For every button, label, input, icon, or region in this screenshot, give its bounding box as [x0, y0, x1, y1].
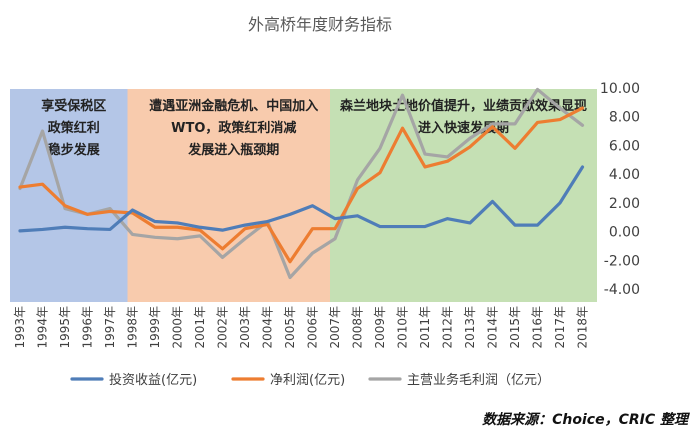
period-annotation-1-line-1: 享受保税区: [41, 98, 106, 114]
legend-label-1: 投资收益(亿元): [109, 372, 197, 388]
x-tick-label: 2002年: [216, 306, 230, 349]
period-annotation-2-line-2: WTO，政策红利消减: [171, 120, 296, 136]
x-tick-label: 1996年: [81, 306, 95, 349]
legend: 投资收益(亿元) 净利润(亿元) 主营业务毛利润（亿元）: [70, 372, 550, 388]
y-tick-label: 8.00: [609, 110, 640, 126]
x-tick-label: 2005年: [283, 306, 297, 349]
source-note: 数据来源：Choice，CRIC 整理: [482, 411, 690, 428]
series-lines: [18, 87, 585, 280]
y-tick-label: -2.00: [604, 253, 640, 269]
x-tick-label: 2010年: [396, 306, 410, 349]
y-tick-label: -4.00: [604, 282, 640, 298]
y-tick-label: 2.00: [609, 196, 640, 212]
x-tick-label: 2006年: [306, 306, 320, 349]
series-line-2: [18, 106, 585, 264]
x-tick-label: 2003年: [238, 306, 252, 349]
x-tick-label: 2016年: [531, 306, 545, 349]
period-band-3: [330, 89, 597, 302]
x-tick-label: 2012年: [441, 306, 455, 349]
period-band-1: [10, 89, 138, 302]
x-tick-label: 1998年: [126, 306, 140, 349]
x-tick-label: 1999年: [148, 306, 162, 349]
x-tick-label: 2011年: [418, 306, 432, 349]
x-tick-label: 2013年: [463, 306, 477, 349]
legend-label-3: 主营业务毛利润（亿元）: [407, 372, 550, 388]
x-axis: 1993年 1994年 1995年 1996年 1997年 1998年 1999年 2000年…: [13, 306, 590, 349]
y-axis: -4.00 -2.00 0.00 2.00 4.00 6.00 8.00 10.00: [600, 81, 640, 298]
x-tick-label: 2001年: [193, 306, 207, 349]
legend-label-2: 净利润(亿元): [270, 373, 345, 388]
x-tick-label: 1997年: [103, 306, 117, 349]
x-tick-label: 2017年: [553, 306, 567, 349]
period-annotation-2-line-3: 发展进入瓶颈期: [187, 142, 279, 158]
period-bands: [10, 89, 597, 302]
period-annotation-1-line-2: 政策红利: [48, 120, 100, 136]
x-tick-label: 2000年: [171, 306, 185, 349]
x-tick-label: 2007年: [328, 306, 342, 349]
period-annotation-1-line-3: 稳步发展: [48, 142, 101, 158]
chart-title: 外高桥年度财务指标: [248, 15, 392, 34]
x-tick-label: 1993年: [13, 306, 27, 349]
x-tick-label: 2015年: [508, 306, 522, 349]
y-tick-label: 0.00: [609, 225, 640, 241]
x-tick-label: 2008年: [351, 306, 365, 349]
y-tick-label: 4.00: [609, 167, 640, 183]
x-tick-label: 1994年: [36, 306, 50, 349]
y-tick-label: 6.00: [609, 138, 640, 154]
x-tick-label: 2014年: [486, 306, 500, 349]
y-tick-label: 10.00: [600, 81, 640, 97]
x-tick-label: 1995年: [58, 306, 72, 349]
period-annotation-2-line-1: 遭遇亚洲金融危机、中国加入: [149, 98, 318, 114]
x-tick-label: 2018年: [576, 306, 590, 349]
period-band-2: [127, 89, 340, 302]
series-line-1: [18, 165, 585, 233]
x-tick-label: 2009年: [373, 306, 387, 349]
x-tick-label: 2004年: [261, 306, 275, 349]
